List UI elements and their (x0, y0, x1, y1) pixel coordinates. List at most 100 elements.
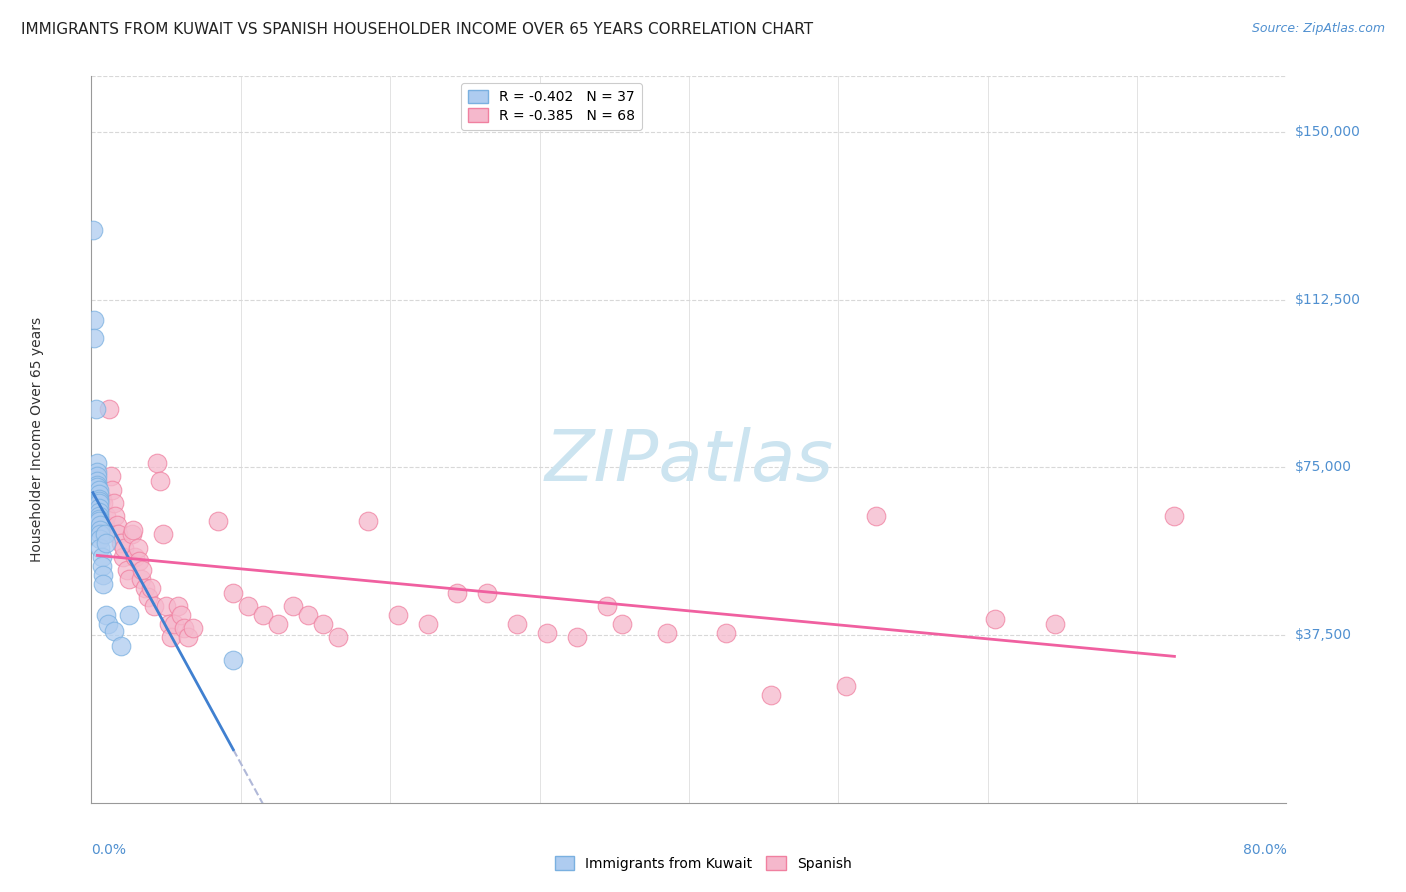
Point (82, 223, 104, 237)
Point (87, 514, 110, 528)
Text: Source: ZipAtlas.com: Source: ZipAtlas.com (1251, 22, 1385, 36)
Legend: R = -0.402   N = 37, R = -0.385   N = 68: R = -0.402 N = 37, R = -0.385 N = 68 (461, 83, 641, 129)
Point (162, 616, 184, 631)
Point (87, 487, 110, 501)
Point (155, 599, 177, 613)
Point (93, 567, 115, 582)
Point (181, 621, 204, 635)
Point (103, 496, 125, 510)
Point (177, 630, 200, 644)
Point (100, 469, 122, 483)
Point (90, 558, 112, 573)
Point (87, 500, 110, 515)
Point (89, 532, 111, 546)
Point (173, 621, 195, 635)
Point (326, 630, 349, 644)
Point (596, 599, 619, 613)
Point (94, 518, 117, 533)
Point (89, 527, 111, 541)
Point (207, 514, 229, 528)
Point (297, 607, 319, 622)
Text: IMMIGRANTS FROM KUWAIT VS SPANISH HOUSEHOLDER INCOME OVER 65 YEARS CORRELATION C: IMMIGRANTS FROM KUWAIT VS SPANISH HOUSEH… (21, 22, 813, 37)
Point (149, 474, 172, 488)
Point (143, 599, 166, 613)
Point (416, 616, 439, 631)
Point (565, 630, 588, 644)
Point (281, 599, 304, 613)
Point (536, 625, 558, 640)
Point (146, 456, 169, 470)
Point (96, 509, 118, 524)
Point (716, 625, 738, 640)
Point (170, 607, 193, 622)
Point (87, 496, 110, 510)
Point (90, 491, 112, 506)
Point (87, 512, 110, 526)
Point (131, 563, 153, 577)
Point (86, 469, 108, 483)
Point (87, 491, 110, 506)
Point (252, 607, 274, 622)
Point (107, 527, 129, 541)
Point (101, 483, 124, 497)
Point (865, 509, 887, 524)
Point (115, 563, 138, 577)
Point (86, 456, 108, 470)
Point (238, 599, 260, 613)
Point (157, 616, 180, 631)
Point (89, 541, 111, 555)
Point (222, 585, 245, 599)
Point (835, 680, 858, 694)
Point (357, 514, 380, 528)
Point (141, 581, 163, 595)
Text: $37,500: $37,500 (1295, 628, 1351, 642)
Point (94, 527, 117, 541)
Point (118, 607, 141, 622)
Point (83, 330, 105, 344)
Point (267, 616, 290, 631)
Text: Householder Income Over 65 years: Householder Income Over 65 years (30, 317, 44, 562)
Point (89, 514, 111, 528)
Text: 0.0%: 0.0% (91, 843, 127, 857)
Point (110, 536, 132, 550)
Point (506, 616, 529, 631)
Point (1043, 616, 1066, 631)
Point (89, 518, 111, 533)
Point (129, 572, 152, 586)
Point (104, 509, 127, 524)
Point (312, 616, 335, 631)
Point (87, 493, 110, 508)
Point (97, 616, 120, 631)
Point (477, 585, 499, 599)
Point (103, 624, 125, 638)
Point (83, 312, 105, 326)
Point (93, 496, 115, 510)
Point (112, 541, 135, 555)
Point (84, 402, 107, 417)
Legend: Immigrants from Kuwait, Spanish: Immigrants from Kuwait, Spanish (548, 851, 858, 876)
Point (121, 527, 143, 541)
Point (159, 630, 181, 644)
Point (89, 523, 111, 537)
Point (118, 572, 141, 586)
Text: $112,500: $112,500 (1295, 293, 1361, 307)
Point (127, 541, 149, 555)
Point (122, 523, 145, 537)
Point (96, 536, 118, 550)
Point (86, 496, 108, 510)
Point (87, 505, 110, 519)
Point (87, 483, 110, 497)
Point (110, 639, 132, 653)
Point (96, 607, 118, 622)
Point (167, 599, 190, 613)
Text: $75,000: $75,000 (1295, 460, 1351, 475)
Point (86, 465, 108, 479)
Point (86, 474, 108, 488)
Point (1163, 509, 1185, 524)
Point (655, 625, 678, 640)
Point (98, 402, 121, 417)
Point (124, 549, 146, 564)
Text: 80.0%: 80.0% (1243, 843, 1286, 857)
Point (759, 689, 782, 703)
Point (93, 576, 115, 591)
